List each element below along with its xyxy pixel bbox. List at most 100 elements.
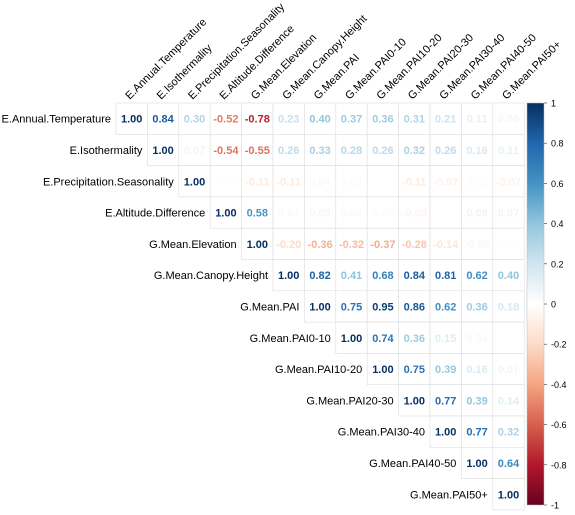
cell-value-2-2: 1.00 bbox=[152, 145, 173, 157]
colorbar: 1 0.8 0.6 0.4 0.2 0 -0.2 -0.4 -0.6 -0.8 -1 bbox=[526, 99, 567, 511]
cell-value-3-8: 0.03 bbox=[341, 176, 362, 188]
cell-value-4-8: 0.04 bbox=[341, 208, 363, 220]
grid-cell-10-12 bbox=[461, 384, 494, 417]
grid-cell-11-12 bbox=[461, 415, 494, 448]
grid-cell-4-7 bbox=[304, 196, 337, 229]
cell-value-8-12: 0.04 bbox=[466, 333, 488, 345]
cell-value-1-6: 0.23 bbox=[278, 114, 299, 126]
grid-cell-2-5 bbox=[241, 134, 274, 166]
cell-value-6-11: 0.81 bbox=[435, 270, 456, 282]
row-label-g-mean-canopy-height: G.Mean.Canopy.Height bbox=[154, 270, 268, 282]
row-label-g-mean-pai10-20: G.Mean.PAI10-20 bbox=[275, 364, 362, 376]
row-labels: E.Annual.Temperature E.Isothermality E.Pre… bbox=[2, 114, 488, 502]
matrix-grid bbox=[115, 102, 525, 511]
cell-value-1-13: 0.06 bbox=[498, 114, 519, 126]
cell-value-2-11: 0.26 bbox=[435, 145, 456, 157]
cell-value-13-13: 1.00 bbox=[498, 489, 519, 501]
cell-value-1-1: 1.00 bbox=[121, 114, 142, 126]
cell-value-10-12: 0.39 bbox=[466, 395, 487, 407]
grid-cell-5-5 bbox=[241, 227, 274, 260]
grid-cell-2-6 bbox=[272, 134, 305, 166]
cell-value-3-12: 0.02 bbox=[466, 176, 487, 188]
cell-value-5-9: -0.37 bbox=[370, 239, 395, 251]
grid-cell-7-10 bbox=[398, 290, 431, 323]
grid-cell-2-9 bbox=[366, 134, 399, 166]
cell-value-7-8: 0.75 bbox=[341, 301, 362, 313]
cell-value-1-7: 0.40 bbox=[309, 114, 330, 126]
cell-value-1-12: 0.11 bbox=[467, 114, 488, 126]
cell-value-6-9: 0.68 bbox=[372, 270, 393, 282]
row-label-e-precipitation-seasonality: E.Precipitation.Seasonality bbox=[43, 176, 174, 188]
cell-value-1-8: 0.37 bbox=[341, 114, 362, 126]
cell-value-6-13: 0.40 bbox=[498, 270, 519, 282]
cell-value-3-4: 0.01 bbox=[215, 176, 236, 188]
grid-cell-9-13 bbox=[492, 353, 525, 385]
cell-value-10-11: 0.77 bbox=[435, 395, 456, 407]
cell-value-11-13: 0.32 bbox=[498, 427, 519, 439]
grid-cell-4-10 bbox=[398, 196, 431, 229]
grid-cell-2-13 bbox=[492, 134, 525, 166]
row-label-g-mean-pai: G.Mean.PAI bbox=[240, 301, 299, 313]
grid-cell-3-13 bbox=[492, 165, 525, 198]
grid-cell-2-4 bbox=[209, 134, 242, 166]
grid-cell-3-5 bbox=[241, 165, 274, 198]
cell-value-6-10: 0.84 bbox=[404, 270, 426, 282]
grid-cell-1-1 bbox=[115, 102, 148, 135]
grid-cell-1-3 bbox=[178, 102, 211, 135]
colorbar-tick-label-1: 1 bbox=[551, 99, 556, 109]
grid-cell-7-12 bbox=[461, 290, 494, 323]
cell-value-5-10: -0.28 bbox=[402, 239, 427, 251]
cell-value-8-10: 0.36 bbox=[404, 333, 425, 345]
grid-cell-1-6 bbox=[272, 102, 305, 135]
cell-value-7-13: 0.18 bbox=[498, 301, 519, 313]
grid-cell-10-13 bbox=[492, 384, 525, 417]
cell-value-8-11: 0.15 bbox=[435, 333, 456, 345]
grid-cell-9-11 bbox=[429, 353, 462, 385]
grid-cell-3-4 bbox=[209, 165, 242, 198]
grid-cell-1-2 bbox=[147, 102, 180, 135]
cell-value-2-10: 0.32 bbox=[404, 145, 425, 157]
cell-value-7-7: 1.00 bbox=[309, 301, 330, 313]
cell-value-2-4: -0.54 bbox=[213, 145, 239, 157]
cell-value-2-13: 0.11 bbox=[498, 145, 519, 157]
row-label-g-mean-pai40-50: G.Mean.PAI40-50 bbox=[369, 458, 456, 470]
grid-cell-3-6 bbox=[272, 165, 305, 198]
row-label-e-annual-temperature: E.Annual.Temperature bbox=[2, 114, 111, 126]
row-label-g-mean-pai0-10: G.Mean.PAI0-10 bbox=[250, 333, 331, 345]
colorbar-tick-label-9: -0.6 bbox=[551, 420, 567, 430]
row-label-g-mean-pai50: G.Mean.PAI50+ bbox=[410, 489, 488, 501]
grid-cell-9-9 bbox=[366, 353, 399, 385]
grid-cell-2-7 bbox=[304, 134, 337, 166]
colorbar-tick-label-2: 0.8 bbox=[551, 139, 564, 149]
grid-cell-10-11 bbox=[429, 384, 462, 417]
grid-cell-4-6 bbox=[272, 196, 305, 229]
cell-value-3-10: -0.11 bbox=[402, 176, 426, 188]
cell-value-4-5: 0.58 bbox=[247, 208, 268, 220]
grid-cell-8-11 bbox=[429, 321, 462, 354]
colorbar-tick-label-10: -0.8 bbox=[551, 460, 567, 470]
grid-cell-1-8 bbox=[335, 102, 368, 135]
cell-value-4-6: 0.04 bbox=[278, 208, 300, 220]
grid-cell-3-8 bbox=[335, 165, 368, 198]
cell-value-1-4: -0.52 bbox=[213, 114, 238, 126]
cell-value-3-6: -0.11 bbox=[276, 176, 300, 188]
cell-value-5-13: -0.01 bbox=[496, 239, 521, 251]
grid-cell-8-13 bbox=[492, 321, 525, 354]
colorbar-tick-label-8: -0.4 bbox=[551, 380, 567, 390]
cell-value-11-12: 0.77 bbox=[466, 427, 487, 439]
cell-value-2-9: 0.26 bbox=[372, 145, 393, 157]
cell-value-9-12: 0.16 bbox=[466, 364, 487, 376]
grid-cell-5-13 bbox=[492, 227, 525, 260]
grid-cell-1-12 bbox=[461, 102, 494, 135]
cell-value-2-6: 0.26 bbox=[278, 145, 299, 157]
grid-cell-6-11 bbox=[429, 259, 462, 292]
cell-value-9-13: 0.07 bbox=[498, 364, 519, 376]
grid-cell-4-13 bbox=[492, 196, 525, 229]
column-label-e-isothermality: E.Isothermality bbox=[155, 42, 215, 102]
row-label-g-mean-pai20-30: G.Mean.PAI20-30 bbox=[306, 395, 393, 407]
cell-value-10-13: 0.14 bbox=[498, 395, 520, 407]
colorbar-tick-label-4: 0.4 bbox=[551, 219, 564, 229]
cell-value-4-7: 0.05 bbox=[309, 208, 330, 220]
grid-cell-11-11 bbox=[429, 415, 462, 448]
